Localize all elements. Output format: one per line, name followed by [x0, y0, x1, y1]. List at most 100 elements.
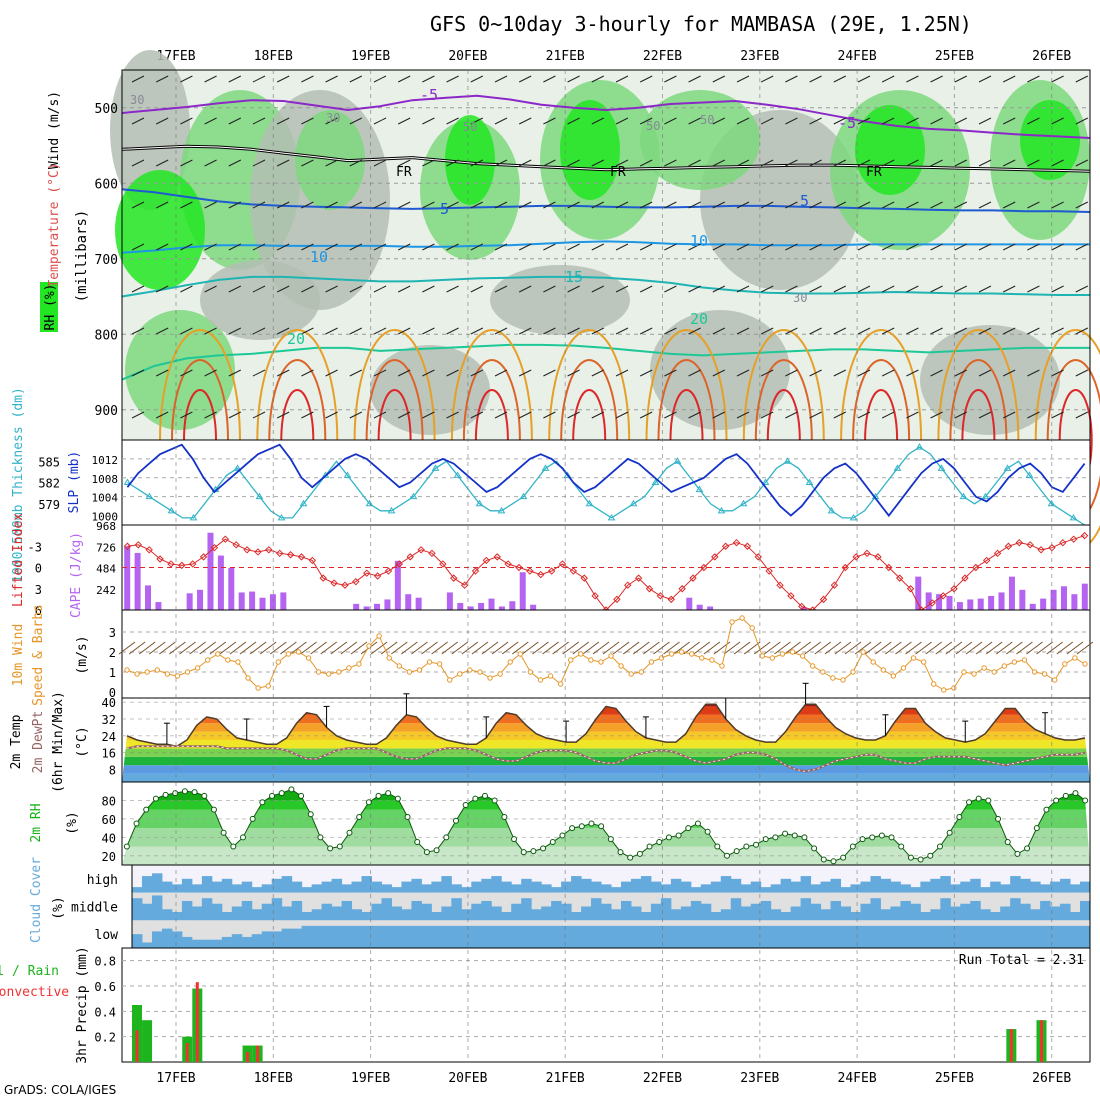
- cloud-high-bar: [710, 881, 722, 893]
- wind-barb: [881, 327, 895, 335]
- wind-barb: [978, 411, 992, 419]
- rh-2m-point: [946, 829, 953, 836]
- wind-10m-barb: [955, 641, 973, 655]
- cloud-high-bar: [680, 881, 692, 893]
- wind-barb: [446, 201, 459, 209]
- cloud-high-bar: [601, 884, 612, 893]
- rh-2m-point: [288, 786, 295, 793]
- cloud-high-bar: [201, 876, 213, 893]
- lifted-index-point: [1004, 542, 1013, 550]
- cloud-high-bar: [501, 881, 512, 893]
- wind-barb: [857, 243, 871, 251]
- wind-10m-point: [991, 669, 997, 675]
- wind-barb: [228, 117, 242, 125]
- wind-barb: [833, 285, 847, 293]
- wind-barb: [954, 285, 968, 293]
- slp-line: [126, 443, 1086, 518]
- lifted-index-point: [515, 563, 523, 572]
- lifted-index-point: [395, 560, 404, 568]
- cloud-high-bar: [630, 878, 642, 893]
- cape-bar: [1050, 589, 1057, 610]
- thickness-point: [849, 513, 858, 521]
- lifted-index-point: [363, 569, 371, 577]
- wind-barb: [397, 411, 411, 419]
- thickness-point: [453, 471, 462, 478]
- rh-2m-point: [404, 814, 411, 821]
- wind-10m-point: [1052, 677, 1058, 683]
- isotherm-label: 10: [310, 248, 328, 266]
- wind-barb: [228, 327, 242, 335]
- wind-10m-barb: [249, 641, 267, 655]
- wind-axis-label: Wind (m/s): [47, 91, 62, 169]
- wind-barb: [1051, 75, 1064, 83]
- wind-10m-barb: [169, 641, 186, 655]
- rh-2m-point: [482, 792, 488, 799]
- wind-10m-axis-label: 10m Wind: [11, 624, 26, 687]
- wind-barb: [155, 243, 169, 251]
- cape-bar: [124, 546, 131, 610]
- cape-bar: [155, 602, 162, 610]
- wind-barb: [615, 243, 629, 251]
- wind-10m-point: [436, 661, 443, 667]
- wind-10m-point: [961, 669, 967, 675]
- cloud-middle-bar: [271, 898, 283, 921]
- wind-barb: [397, 369, 411, 377]
- cloud-low-bar: [591, 925, 602, 948]
- wind-10m-barb: [764, 641, 781, 655]
- cloud-middle-bar: [371, 903, 382, 921]
- lifted-index-point: [1059, 539, 1067, 547]
- wind-barb: [688, 285, 701, 293]
- cloud-low-bar: [241, 936, 253, 948]
- cloud-high-bar: [471, 881, 482, 893]
- cape-tick-label: 484: [96, 563, 116, 576]
- cloud-low-bar: [790, 925, 802, 948]
- wind-10m-barb: [653, 641, 670, 655]
- cloud-low-bar: [561, 925, 572, 948]
- precip-conv-bar: [256, 1045, 260, 1062]
- temp-band: [122, 723, 1090, 732]
- thickness-point: [409, 492, 418, 500]
- rh-2m-point: [578, 823, 585, 830]
- cape-bar: [394, 560, 401, 610]
- wind-barb: [1075, 285, 1089, 293]
- thickness-point: [805, 478, 814, 485]
- wind-barb: [930, 369, 943, 377]
- wind-barb: [760, 327, 774, 335]
- wind-barb: [736, 75, 750, 83]
- wind-barb: [906, 327, 919, 335]
- precip-conv-bar: [246, 1051, 250, 1062]
- cloud-high-bar: [411, 878, 422, 893]
- rh-2m-point: [753, 841, 760, 848]
- wind-barb: [736, 159, 750, 167]
- wind-barb: [1075, 369, 1089, 377]
- wind-10m-point: [951, 685, 957, 691]
- rh-2m-point: [375, 792, 382, 799]
- cloud-middle-bar: [940, 898, 951, 921]
- rh-2m-point: [172, 790, 179, 797]
- wind-10m-barb: [259, 641, 277, 655]
- upper-air-panel: [40, 50, 1100, 551]
- wind-barb: [954, 243, 968, 251]
- precip-tick-label: 0.4: [94, 1005, 116, 1019]
- isotherm-5: [121, 188, 1091, 213]
- wind-barb: [615, 285, 629, 293]
- wind-10m-point: [568, 657, 574, 663]
- wind-barb: [276, 327, 290, 335]
- wind-barb: [591, 285, 605, 293]
- cloud-low-bar: [960, 925, 971, 948]
- wind-10m-point: [356, 661, 362, 667]
- wind-barb: [615, 411, 629, 419]
- cloud-middle-bar: [700, 903, 712, 921]
- cloud-high-bar: [401, 881, 412, 893]
- cloud-low-bar: [870, 925, 881, 948]
- lifted-index-point: [569, 567, 578, 575]
- cape-bar: [946, 595, 953, 610]
- wind-10m-point: [910, 655, 917, 661]
- wind-barb: [591, 411, 605, 419]
- wind-barb: [373, 327, 387, 335]
- wind-barb: [664, 159, 677, 167]
- wind-10m-barb: [199, 641, 217, 655]
- wind-10m-barb: [895, 641, 912, 655]
- wind-barb: [857, 411, 871, 419]
- wind-barb: [228, 201, 242, 209]
